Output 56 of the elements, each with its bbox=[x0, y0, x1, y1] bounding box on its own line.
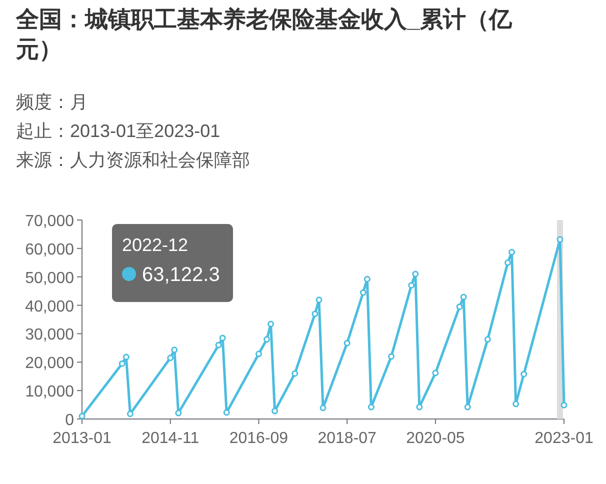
point bbox=[264, 336, 270, 343]
y-tick-label: 10,000 bbox=[25, 384, 74, 401]
point bbox=[512, 400, 520, 408]
point bbox=[560, 402, 568, 408]
point bbox=[484, 336, 491, 343]
text: 起止：2013-01至2023-01 bbox=[16, 120, 222, 143]
point bbox=[118, 360, 126, 367]
x-tick-label: 2020-05 bbox=[406, 430, 465, 447]
point bbox=[316, 296, 322, 304]
source-note: 来源：人力资源和社会保障部 bbox=[16, 149, 251, 172]
point bbox=[219, 334, 226, 342]
point bbox=[268, 320, 274, 328]
y-tick-label: 70,000 bbox=[25, 213, 74, 230]
point bbox=[272, 408, 278, 414]
point bbox=[368, 404, 374, 410]
point bbox=[122, 354, 130, 360]
point bbox=[416, 404, 423, 410]
point bbox=[126, 410, 134, 418]
point bbox=[432, 370, 439, 376]
point bbox=[412, 270, 419, 278]
x-tick-label: 2018-07 bbox=[318, 430, 377, 447]
point bbox=[223, 409, 230, 416]
point bbox=[175, 410, 182, 416]
chart-subtitle: 频度：月 bbox=[16, 91, 89, 114]
point bbox=[171, 346, 178, 354]
point bbox=[364, 276, 370, 282]
point bbox=[408, 282, 415, 289]
annotation: 2022-12 bbox=[122, 235, 188, 255]
point bbox=[460, 294, 467, 300]
point bbox=[312, 310, 318, 318]
y-tick-label: 30,000 bbox=[25, 326, 74, 344]
point bbox=[456, 303, 463, 310]
y-tick-label: 20,000 bbox=[25, 355, 74, 372]
point bbox=[464, 404, 471, 410]
point bbox=[344, 340, 350, 346]
x-tick-label: 2014-11 bbox=[142, 430, 200, 447]
point bbox=[504, 259, 512, 266]
annotation: 63,122.3 bbox=[142, 264, 220, 286]
y-tick-label: 40,000 bbox=[25, 298, 74, 316]
point bbox=[520, 370, 528, 378]
point bbox=[320, 404, 326, 412]
y-tick-label: 0 bbox=[65, 412, 74, 429]
point bbox=[255, 350, 262, 358]
x-tick-label: 2016-09 bbox=[229, 430, 288, 447]
x-tick-label: 2023-01 bbox=[534, 430, 594, 447]
y-tick-label: 60,000 bbox=[25, 241, 74, 258]
point bbox=[292, 370, 298, 377]
chart-title: 全国：城镇职工基本养老保险基金收入_累计（亿元） bbox=[16, 5, 513, 64]
point bbox=[508, 248, 516, 256]
y-tick-label: 50,000 bbox=[25, 270, 74, 287]
point bbox=[215, 342, 222, 348]
point bbox=[388, 353, 395, 360]
x-tick-label: 2013-01 bbox=[52, 430, 112, 447]
point bbox=[556, 236, 564, 243]
point bbox=[360, 289, 366, 296]
point bbox=[167, 354, 174, 362]
